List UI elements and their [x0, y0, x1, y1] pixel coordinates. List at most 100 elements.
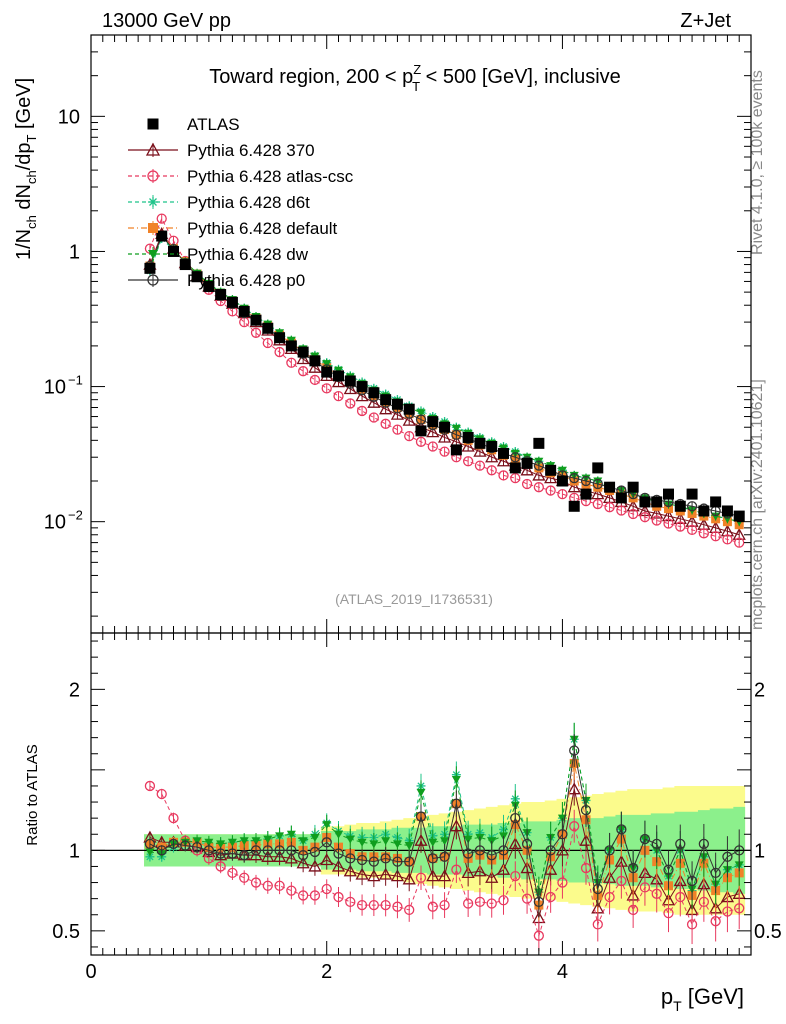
ratio-point — [145, 848, 155, 857]
legend-item-p370: Pythia 6.428 370 — [128, 141, 315, 160]
data-point — [580, 475, 592, 487]
ratio-point — [675, 838, 686, 850]
series-atlas — [144, 230, 745, 522]
data-point — [367, 395, 381, 408]
data-point — [663, 488, 674, 500]
legend-label: Pythia 6.428 370 — [187, 141, 315, 160]
data-point — [721, 505, 733, 517]
ratio-point — [250, 877, 262, 888]
legend-item-atlascsc: Pythia 6.428 atlas-csc — [128, 167, 354, 186]
data-point — [485, 450, 499, 463]
ratio-point — [227, 848, 238, 859]
legend-marker — [148, 250, 158, 259]
data-point — [545, 485, 556, 496]
data-point — [309, 355, 321, 367]
data-point — [533, 437, 545, 449]
ratio-point — [496, 862, 511, 875]
ratio-point — [345, 853, 356, 864]
main-y-tick-label: 1 — [69, 241, 80, 263]
data-point — [331, 375, 346, 388]
ratio-point — [297, 890, 309, 901]
ratio-point — [415, 811, 427, 822]
ratio-point — [451, 864, 462, 875]
ratio-point — [616, 824, 627, 835]
ratio-point — [461, 866, 475, 879]
ratio-point — [345, 835, 355, 844]
data-point — [333, 370, 344, 382]
data-point — [308, 360, 322, 373]
ratio-point — [216, 840, 226, 849]
data-point — [639, 496, 651, 508]
ratio-point — [510, 813, 521, 824]
data-point — [333, 390, 344, 402]
legend-marker — [148, 197, 158, 207]
data-point — [191, 271, 203, 283]
data-point — [250, 327, 262, 338]
data-point — [592, 462, 604, 474]
ratio-point — [449, 819, 463, 832]
ratio-point — [639, 882, 651, 893]
data-point — [343, 382, 357, 395]
data-point — [569, 472, 580, 484]
data-point — [580, 488, 592, 500]
main-y-tick-exponent: −2 — [68, 508, 83, 523]
data-point — [203, 281, 215, 293]
ratio-point — [392, 856, 403, 867]
ratio-point — [369, 840, 379, 849]
legend-marker — [147, 118, 159, 130]
main-y-tick-label: 10 — [44, 512, 66, 534]
data-point — [532, 468, 546, 481]
ratio-point — [686, 875, 698, 887]
ratio-point — [567, 782, 581, 795]
ratio-point — [579, 833, 593, 846]
data-point — [521, 457, 533, 469]
ratio-point — [286, 885, 297, 896]
ratio-point — [557, 877, 568, 888]
ratio-point — [379, 867, 393, 880]
main-y-tick-exponent: −1 — [68, 373, 83, 388]
ratio-point — [168, 813, 179, 824]
data-point — [215, 289, 227, 301]
ratio-point — [321, 837, 332, 848]
legend-label: Pythia 6.428 p0 — [187, 271, 305, 290]
data-point — [415, 436, 427, 447]
ratio-point — [239, 837, 249, 846]
legend-label: ATLAS — [187, 115, 240, 134]
data-point — [321, 366, 333, 378]
ratio-point — [215, 848, 226, 859]
data-point — [651, 515, 662, 526]
ratio-point — [569, 821, 580, 832]
ratio-point — [604, 845, 615, 856]
data-point — [404, 430, 415, 442]
data-point — [686, 501, 698, 512]
data-point — [698, 505, 710, 517]
ratio-point — [651, 888, 662, 899]
ratio-point — [296, 856, 310, 869]
ratio-point — [426, 869, 440, 882]
data-point — [615, 492, 627, 504]
ratio-point — [404, 856, 415, 867]
ratio-point — [508, 837, 522, 850]
data-point — [734, 537, 745, 548]
ratio-point — [569, 745, 580, 756]
ratio-point — [286, 830, 296, 839]
data-point — [461, 439, 475, 452]
ratio-point — [722, 851, 733, 862]
data-point — [604, 502, 615, 513]
ratio-point — [380, 853, 391, 864]
ratio-point — [415, 872, 427, 883]
mcplots-label: mcplots.cern.ch [arXiv:2401.10621] — [749, 379, 766, 630]
ratio-point — [392, 901, 403, 912]
data-point — [403, 403, 415, 415]
ratio-point — [333, 891, 344, 903]
data-point — [567, 480, 581, 493]
data-point — [439, 446, 450, 457]
main-y-axis-label: 1/Nch dNch/dpT [GeV] — [13, 78, 39, 260]
ratio-point — [698, 838, 710, 850]
ratio-point — [274, 880, 285, 891]
data-point — [297, 366, 309, 377]
data-point — [520, 463, 534, 476]
ratio-point — [392, 840, 402, 849]
legend-item-d6t: Pythia 6.428 d6t — [128, 193, 310, 212]
